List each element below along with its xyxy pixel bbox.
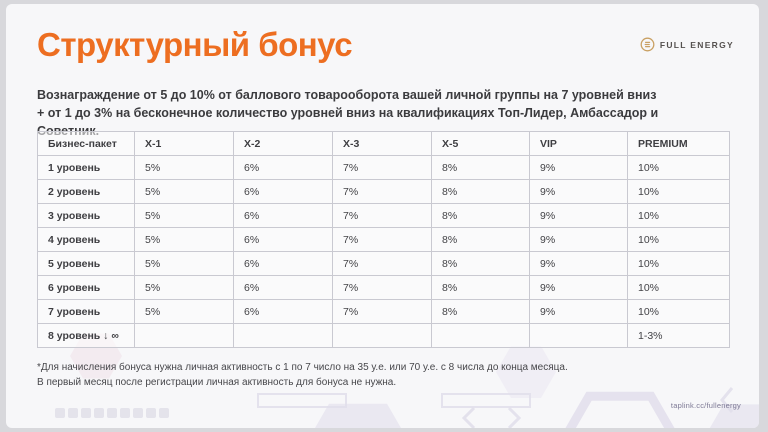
table-cell: 1-3% xyxy=(627,323,730,348)
table-cell: 10% xyxy=(627,251,730,276)
table-cell: 5% xyxy=(134,227,234,252)
row-label: 4 уровень xyxy=(37,227,135,252)
table-cell: 5% xyxy=(134,179,234,204)
table-cell: 9% xyxy=(529,299,628,324)
table-cell: 9% xyxy=(529,203,628,228)
full-energy-ring-icon xyxy=(640,37,655,52)
column-header: X-2 xyxy=(233,131,333,156)
column-header: X-1 xyxy=(134,131,234,156)
table-row: 5 уровень 5% 6% 7% 8% 9% 10% xyxy=(37,251,730,276)
intro-text: Вознаграждение от 5 до 10% от баллового … xyxy=(37,86,717,140)
table-cell: 5% xyxy=(134,275,234,300)
table-cell: 8% xyxy=(431,179,530,204)
table-cell: 8% xyxy=(431,275,530,300)
column-header: X-5 xyxy=(431,131,530,156)
row-label: 8 уровень ↓ ∞ xyxy=(37,323,135,348)
table-cell: 7% xyxy=(332,227,432,252)
intro-line-1: Вознаграждение от 5 до 10% от баллового … xyxy=(37,88,657,102)
table-cell: 8% xyxy=(431,251,530,276)
table-cell xyxy=(134,323,234,348)
row-label: 7 уровень xyxy=(37,299,135,324)
slide: Структурный бонус FULL ENERGY Вознагражд… xyxy=(6,4,759,428)
table-cell: 7% xyxy=(332,299,432,324)
table-cell: 10% xyxy=(627,155,730,180)
row-label: 2 уровень xyxy=(37,179,135,204)
table-cell: 9% xyxy=(529,275,628,300)
table-cell: 7% xyxy=(332,275,432,300)
table-cell: 5% xyxy=(134,203,234,228)
table-row: 8 уровень ↓ ∞ 1-3% xyxy=(37,323,730,348)
table-row: 4 уровень 5% 6% 7% 8% 9% 10% xyxy=(37,227,730,252)
table-cell: 7% xyxy=(332,179,432,204)
table-cell xyxy=(529,323,628,348)
row-label: 5 уровень xyxy=(37,251,135,276)
table-cell: 6% xyxy=(233,299,333,324)
table-cell: 10% xyxy=(627,275,730,300)
footnote-line-2: В первый месяц после регистрации личная … xyxy=(37,377,397,388)
column-header: X-3 xyxy=(332,131,432,156)
table-cell: 6% xyxy=(233,251,333,276)
column-header: VIP xyxy=(529,131,628,156)
taplink-url[interactable]: taplink.cc/fullenergy xyxy=(670,401,741,410)
table-cell: 5% xyxy=(134,155,234,180)
brand-logo: FULL ENERGY xyxy=(640,37,734,52)
table-cell: 8% xyxy=(431,227,530,252)
row-label: 6 уровень xyxy=(37,275,135,300)
table-cell: 8% xyxy=(431,299,530,324)
row-label: 1 уровень xyxy=(37,155,135,180)
table-cell: 7% xyxy=(332,251,432,276)
table-row: 3 уровень 5% 6% 7% 8% 9% 10% xyxy=(37,203,730,228)
table-row: 1 уровень 5% 6% 7% 8% 9% 10% xyxy=(37,155,730,180)
brand-name: FULL ENERGY xyxy=(659,39,734,50)
table-cell: 10% xyxy=(627,179,730,204)
row-label: 3 уровень xyxy=(37,203,135,228)
table-cell: 8% xyxy=(431,203,530,228)
table-header-row: Бизнес-пакет X-1 X-2 X-3 X-5 VIP PREMIUM xyxy=(37,131,730,156)
column-header: Бизнес-пакет xyxy=(37,131,135,156)
table-cell xyxy=(233,323,333,348)
table-cell: 5% xyxy=(134,299,234,324)
table-cell: 6% xyxy=(233,179,333,204)
table-cell: 6% xyxy=(233,275,333,300)
table-cell: 10% xyxy=(627,203,730,228)
table-row: 2 уровень 5% 6% 7% 8% 9% 10% xyxy=(37,179,730,204)
table-cell xyxy=(332,323,432,348)
table-row: 7 уровень 5% 6% 7% 8% 9% 10% xyxy=(37,299,730,324)
table-cell: 9% xyxy=(529,251,628,276)
table-cell: 7% xyxy=(332,203,432,228)
bonus-table-body: 1 уровень 5% 6% 7% 8% 9% 10% 2 уровень 5% 6% 7% 8% 9… xyxy=(37,155,730,348)
column-header: PREMIUM xyxy=(627,131,730,156)
table-cell xyxy=(431,323,530,348)
table-cell: 9% xyxy=(529,227,628,252)
page-title: Структурный бонус xyxy=(37,26,353,63)
table-cell: 7% xyxy=(332,155,432,180)
footnote: *Для начисления бонуса нужна личная акти… xyxy=(37,360,637,390)
table-cell: 9% xyxy=(529,155,628,180)
table-cell: 9% xyxy=(529,179,628,204)
bonus-table: Бизнес-пакет X-1 X-2 X-3 X-5 VIP PREMIUM 1 уро… xyxy=(37,131,730,348)
footnote-line-1: *Для начисления бонуса нужна личная акти… xyxy=(37,362,568,373)
table-cell: 5% xyxy=(134,251,234,276)
table-cell: 6% xyxy=(233,203,333,228)
table-cell: 8% xyxy=(431,155,530,180)
table-cell: 6% xyxy=(233,227,333,252)
table-cell: 10% xyxy=(627,299,730,324)
table-cell: 6% xyxy=(233,155,333,180)
table-cell: 10% xyxy=(627,227,730,252)
table-row: 6 уровень 5% 6% 7% 8% 9% 10% xyxy=(37,275,730,300)
